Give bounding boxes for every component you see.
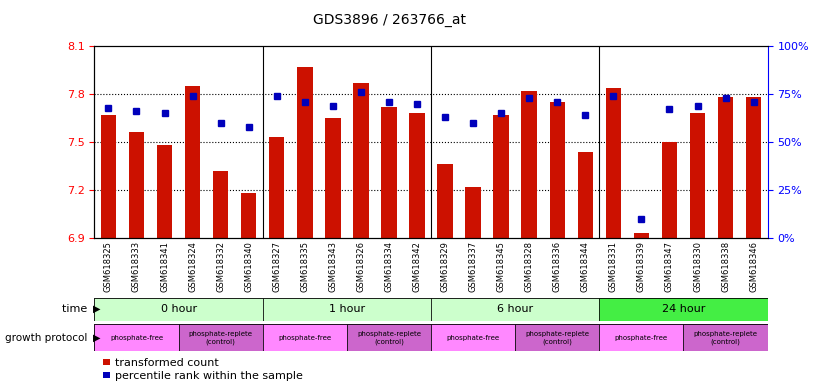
Text: 1 hour: 1 hour	[328, 304, 365, 314]
Bar	[263, 324, 347, 351]
Bar	[466, 187, 481, 238]
Bar	[94, 324, 179, 351]
Text: phosphate-free: phosphate-free	[110, 335, 163, 341]
Bar	[185, 86, 200, 238]
Text: 0 hour: 0 hour	[160, 304, 197, 314]
Bar	[746, 97, 761, 238]
Bar	[179, 324, 263, 351]
Bar	[599, 298, 768, 321]
Bar	[129, 132, 144, 238]
Bar	[94, 298, 263, 321]
Bar	[101, 115, 116, 238]
Text: GDS3896 / 263766_at: GDS3896 / 263766_at	[314, 13, 466, 27]
Text: phosphate-replete
(control): phosphate-replete (control)	[525, 331, 589, 345]
Text: 6 hour: 6 hour	[497, 304, 534, 314]
Bar	[297, 67, 313, 238]
Text: phosphate-replete
(control): phosphate-replete (control)	[694, 331, 758, 345]
Bar	[325, 118, 341, 238]
Bar	[353, 83, 369, 238]
Bar	[431, 324, 516, 351]
Bar	[103, 359, 110, 365]
Bar	[103, 372, 110, 378]
Text: phosphate-free: phosphate-free	[447, 335, 500, 341]
Text: phosphate-replete
(control): phosphate-replete (control)	[357, 331, 421, 345]
Bar	[493, 115, 509, 238]
Bar	[410, 113, 424, 238]
Bar	[431, 298, 599, 321]
Bar	[516, 324, 599, 351]
Bar	[690, 113, 705, 238]
Bar	[662, 142, 677, 238]
Bar	[606, 88, 621, 238]
Text: 24 hour: 24 hour	[662, 304, 705, 314]
Text: time: time	[62, 304, 90, 314]
Bar	[263, 298, 431, 321]
Bar	[241, 193, 256, 238]
Bar	[521, 91, 537, 238]
Bar	[718, 97, 733, 238]
Bar	[347, 324, 431, 351]
Text: phosphate-replete
(control): phosphate-replete (control)	[189, 331, 253, 345]
Bar	[438, 164, 452, 238]
Text: phosphate-free: phosphate-free	[615, 335, 668, 341]
Text: ▶: ▶	[93, 304, 100, 314]
Bar	[549, 102, 565, 238]
Bar	[578, 152, 593, 238]
Bar	[634, 233, 649, 238]
Bar	[381, 107, 397, 238]
Text: growth protocol: growth protocol	[5, 333, 90, 343]
Bar	[683, 324, 768, 351]
Text: transformed count: transformed count	[115, 358, 218, 368]
Text: percentile rank within the sample: percentile rank within the sample	[115, 371, 303, 381]
Bar	[599, 324, 683, 351]
Text: phosphate-free: phosphate-free	[278, 335, 332, 341]
Bar	[157, 145, 172, 238]
Text: ▶: ▶	[93, 333, 100, 343]
Bar	[269, 137, 284, 238]
Bar	[213, 171, 228, 238]
